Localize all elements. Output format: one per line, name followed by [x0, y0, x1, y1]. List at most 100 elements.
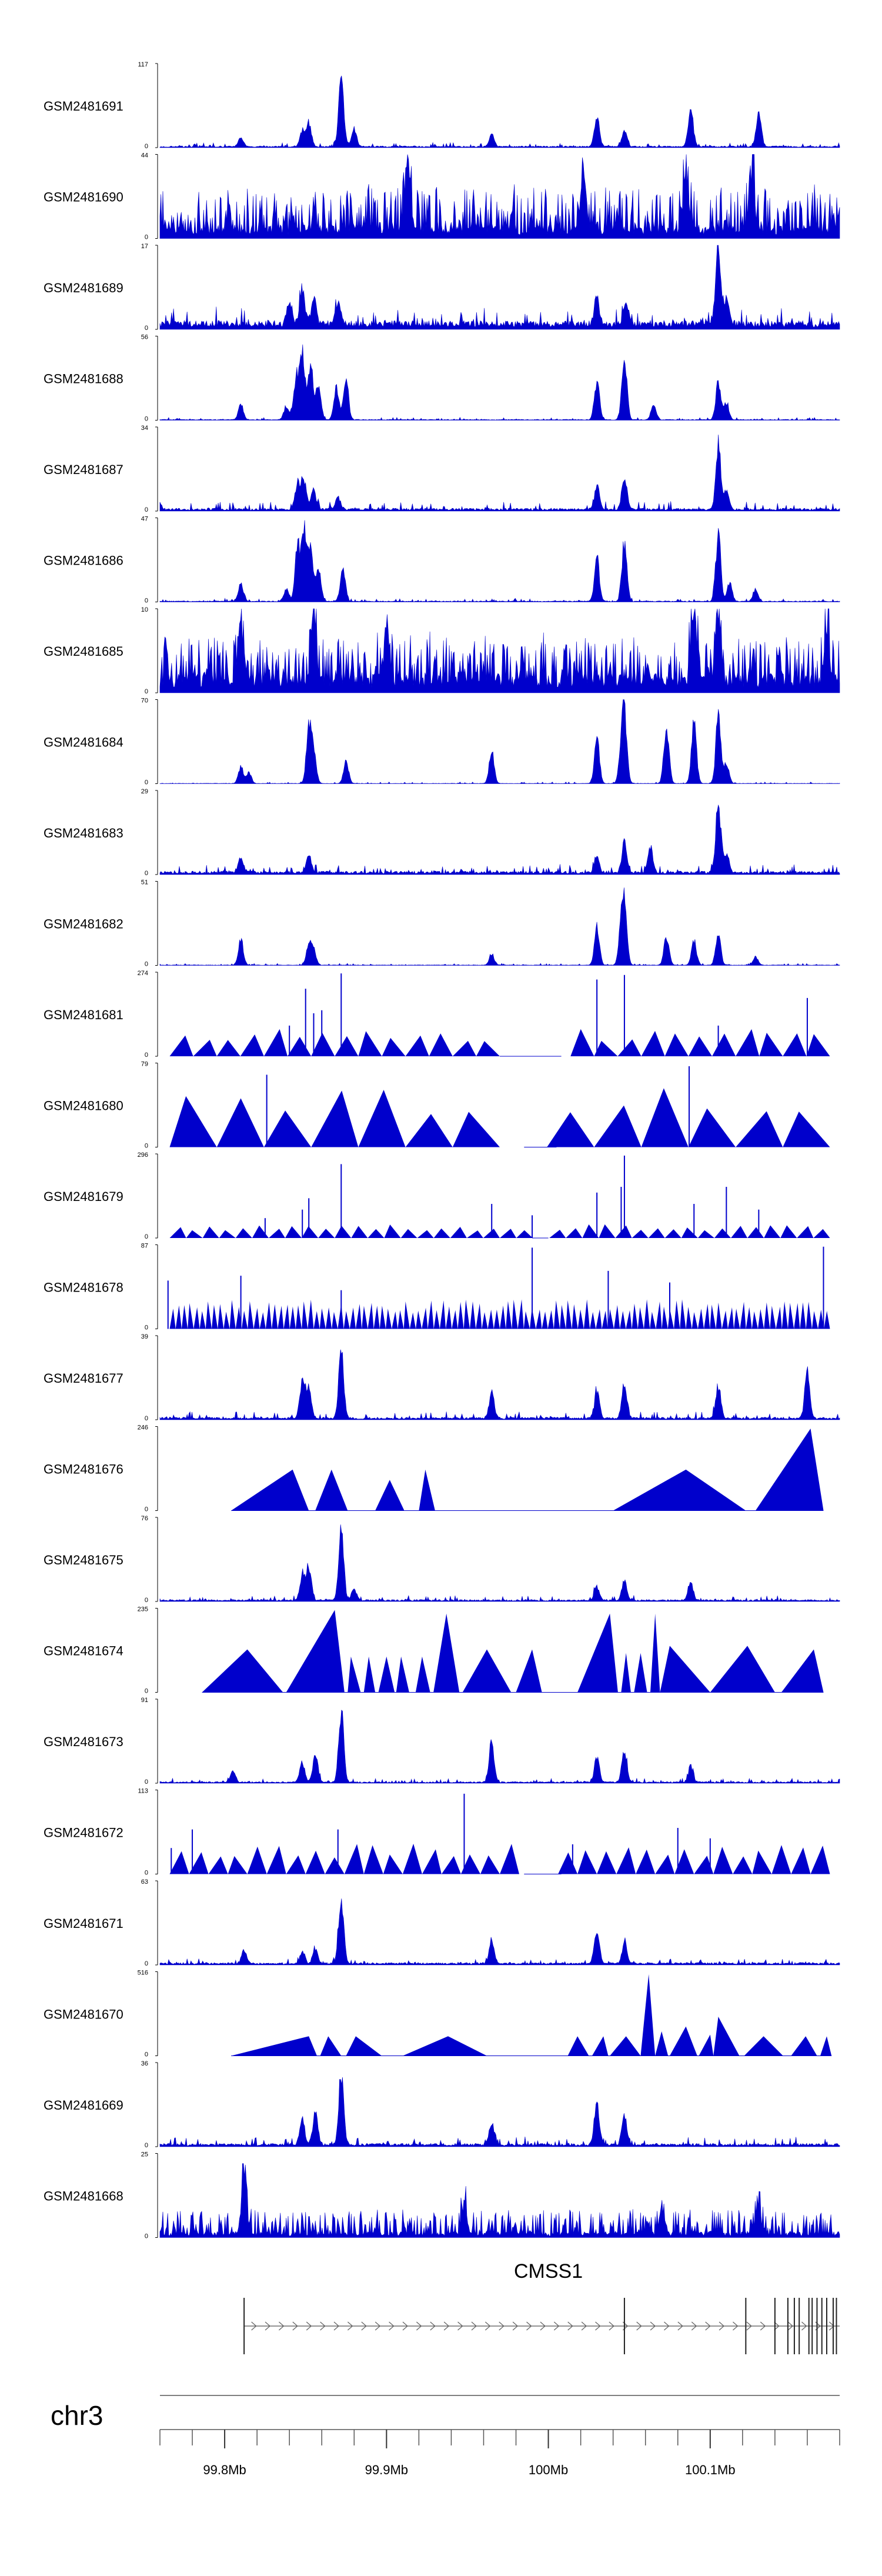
- y-min-label: 0: [145, 1778, 148, 1786]
- strand-arrow: [650, 2321, 656, 2331]
- strand-arrow: [485, 2321, 491, 2331]
- y-max-label: 39: [141, 1333, 148, 1340]
- y-min-label: 0: [145, 1870, 148, 1877]
- strand-arrow: [292, 2321, 298, 2331]
- track-GSM2481679: GSM2481679 296 0: [44, 1152, 830, 1240]
- y-max-label: 25: [141, 2151, 148, 2158]
- y-min-label: 0: [145, 1233, 148, 1240]
- track-label: GSM2481679: [44, 1189, 123, 1204]
- track-label: GSM2481668: [44, 2189, 123, 2204]
- y-max-label: 47: [141, 516, 148, 523]
- track-label: GSM2481686: [44, 553, 123, 568]
- strand-arrow: [801, 2321, 807, 2331]
- strand-arrow: [430, 2321, 436, 2331]
- strand-arrow: [375, 2321, 381, 2331]
- track-GSM2481672: GSM2481672 113 0: [44, 1788, 830, 1877]
- coverage-signal: [159, 1349, 840, 1420]
- y-max-label: 87: [141, 1243, 148, 1250]
- y-max-label: 117: [138, 61, 148, 68]
- track-label: GSM2481683: [44, 826, 123, 840]
- coverage-signal: [159, 1710, 840, 1784]
- track-label: GSM2481671: [44, 1916, 123, 1931]
- strand-arrow: [664, 2321, 670, 2331]
- coverage-signal: [169, 1029, 830, 1056]
- strand-arrow: [457, 2321, 463, 2331]
- strand-arrow: [251, 2321, 257, 2331]
- x-tick-label: 100.1Mb: [685, 2462, 736, 2477]
- track-GSM2481673: GSM2481673 91 0: [44, 1697, 840, 1786]
- y-max-label: 34: [141, 425, 148, 432]
- strand-arrow: [265, 2321, 271, 2331]
- y-max-label: 274: [138, 970, 148, 977]
- strand-arrow: [581, 2321, 587, 2331]
- strand-arrow: [443, 2321, 450, 2331]
- coverage-signal: [159, 245, 840, 330]
- track-GSM2481681: GSM2481681 274 0: [44, 970, 830, 1059]
- track-GSM2481671: GSM2481671 63 0: [44, 1878, 840, 1967]
- strand-arrow: [746, 2321, 752, 2331]
- track-label: GSM2481690: [44, 190, 123, 205]
- coverage-signal: [169, 1224, 830, 1238]
- strand-arrow: [347, 2321, 353, 2331]
- strand-arrow: [279, 2321, 285, 2331]
- strand-arrow: [540, 2321, 546, 2331]
- y-min-label: 0: [145, 234, 148, 241]
- gene-annotation-track: CMSS1: [243, 2260, 840, 2354]
- coverage-signal: [159, 2163, 840, 2238]
- track-label: GSM2481669: [44, 2098, 123, 2113]
- track-label: GSM2481682: [44, 917, 123, 932]
- coverage-signal: [169, 1088, 830, 1147]
- track-label: GSM2481678: [44, 1280, 123, 1295]
- coverage-signal: [231, 1429, 824, 1511]
- y-min-label: 0: [145, 1324, 148, 1332]
- track-label: GSM2481675: [44, 1553, 123, 1567]
- y-max-label: 91: [141, 1697, 148, 1704]
- y-max-label: 10: [141, 606, 148, 613]
- y-min-label: 0: [145, 1052, 148, 1059]
- track-GSM2481687: GSM2481687 34 0: [44, 425, 840, 513]
- chromosome-label: chr3: [51, 2400, 103, 2431]
- coverage-signal: [169, 1843, 830, 1874]
- y-min-label: 0: [145, 325, 148, 332]
- y-max-label: 79: [141, 1061, 148, 1068]
- y-max-label: 76: [141, 1515, 148, 1522]
- track-label: GSM2481680: [44, 1099, 123, 1113]
- strand-arrow: [416, 2321, 422, 2331]
- track-GSM2481691: GSM2481691 117 0: [44, 61, 840, 150]
- strand-arrow: [499, 2321, 505, 2331]
- track-GSM2481690: GSM2481690 44 0: [44, 152, 840, 241]
- y-min-label: 0: [145, 506, 148, 513]
- strand-arrow: [553, 2321, 560, 2331]
- track-label: GSM2481688: [44, 372, 123, 386]
- coverage-signal: [159, 435, 840, 512]
- track-label: GSM2481677: [44, 1371, 123, 1386]
- track-GSM2481686: GSM2481686 47 0: [44, 516, 840, 605]
- coverage-signal: [159, 887, 840, 966]
- track-GSM2481676: GSM2481676 246 0: [44, 1424, 824, 1513]
- y-min-label: 0: [145, 1415, 148, 1422]
- x-tick-label: 100Mb: [529, 2462, 568, 2477]
- y-min-label: 0: [145, 1960, 148, 1967]
- coverage-signal: [159, 699, 840, 784]
- y-max-label: 44: [141, 152, 148, 159]
- y-max-label: 36: [141, 2060, 148, 2067]
- track-GSM2481688: GSM2481688 56 0: [44, 334, 840, 423]
- strand-arrow: [361, 2321, 367, 2331]
- coverage-signal: [159, 1524, 840, 1602]
- y-min-label: 0: [145, 1688, 148, 1695]
- y-max-label: 17: [141, 243, 148, 250]
- coverage-signal: [159, 75, 840, 148]
- track-GSM2481683: GSM2481683 29 0: [44, 788, 840, 877]
- strand-arrow: [677, 2321, 683, 2331]
- y-max-label: 56: [141, 334, 148, 341]
- track-GSM2481685: GSM2481685 10 0: [44, 606, 840, 695]
- track-label: GSM2481685: [44, 644, 123, 659]
- y-min-label: 0: [145, 688, 148, 695]
- y-min-label: 0: [145, 2142, 148, 2149]
- x-tick-label: 99.9Mb: [365, 2462, 408, 2477]
- strand-arrow: [320, 2321, 326, 2331]
- coverage-signal: [159, 344, 840, 421]
- y-min-label: 0: [145, 1506, 148, 1513]
- y-min-label: 0: [145, 961, 148, 968]
